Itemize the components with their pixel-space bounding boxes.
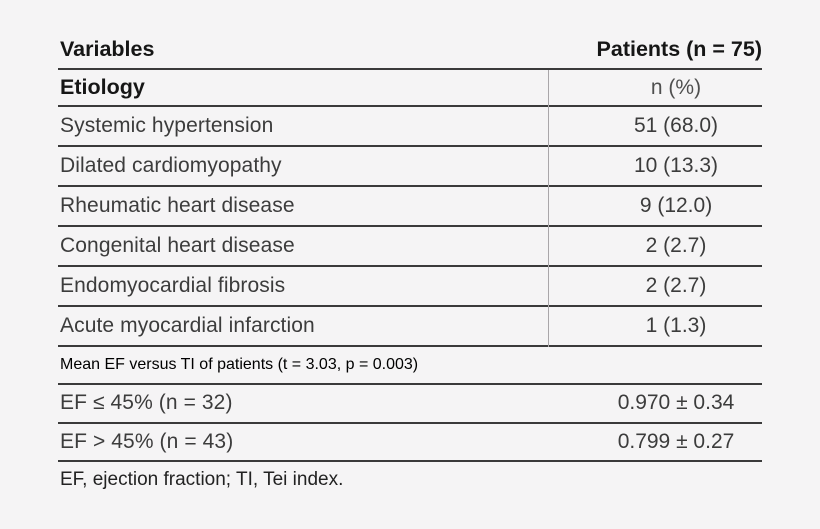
row-value: 9 (12.0) [639,194,713,217]
table-header-row: Variables Patients (n = 75) [58,30,762,70]
variables-column-header: Variables [60,36,155,61]
row-value: 0.799 ± 0.27 [617,429,735,453]
row-value: 51 (68.0) [633,114,719,137]
row-label: Rheumatic heart disease [60,194,295,217]
row-label: Acute myocardial infarction [60,314,315,337]
unit-label: n (%) [650,75,702,99]
table-row: Congenital heart disease 2 (2.7) [58,227,762,267]
etiology-section-title: Etiology [60,75,145,99]
mean-ef-section-row: Mean EF versus TI of patients (t = 3.03,… [58,347,762,385]
mean-ef-section-title: Mean EF versus TI of patients (t = 3.03,… [60,356,419,373]
column-divider-line [548,70,549,347]
table-row: EF ≤ 45% (n = 32) 0.970 ± 0.34 [58,385,762,424]
row-value: 2 (2.7) [645,234,707,257]
table-row: EF > 45% (n = 43) 0.799 ± 0.27 [58,424,762,462]
row-label: Dilated cardiomyopathy [60,154,282,177]
row-label: EF ≤ 45% (n = 32) [60,391,233,415]
table-row: Dilated cardiomyopathy 10 (13.3) [58,147,762,187]
table-row: Endomyocardial fibrosis 2 (2.7) [58,267,762,307]
row-value: 0.970 ± 0.34 [617,391,735,415]
row-value: 1 (1.3) [645,314,707,337]
row-label: EF > 45% (n = 43) [60,429,234,453]
table-row: Acute myocardial infarction 1 (1.3) [58,307,762,347]
row-value: 2 (2.7) [645,274,707,297]
patient-characteristics-table: Variables Patients (n = 75) Etiology n (… [58,30,762,491]
row-label: Systemic hypertension [60,114,274,137]
patients-column-header: Patients (n = 75) [596,36,762,61]
etiology-section-row: Etiology n (%) [58,70,762,107]
row-label: Endomyocardial fibrosis [60,274,286,297]
table-row: Systemic hypertension 51 (68.0) [58,107,762,147]
table-row: Rheumatic heart disease 9 (12.0) [58,187,762,227]
table-footnote: EF, ejection fraction; TI, Tei index. [60,469,344,490]
row-value: 10 (13.3) [633,154,719,177]
row-label: Congenital heart disease [60,234,295,257]
